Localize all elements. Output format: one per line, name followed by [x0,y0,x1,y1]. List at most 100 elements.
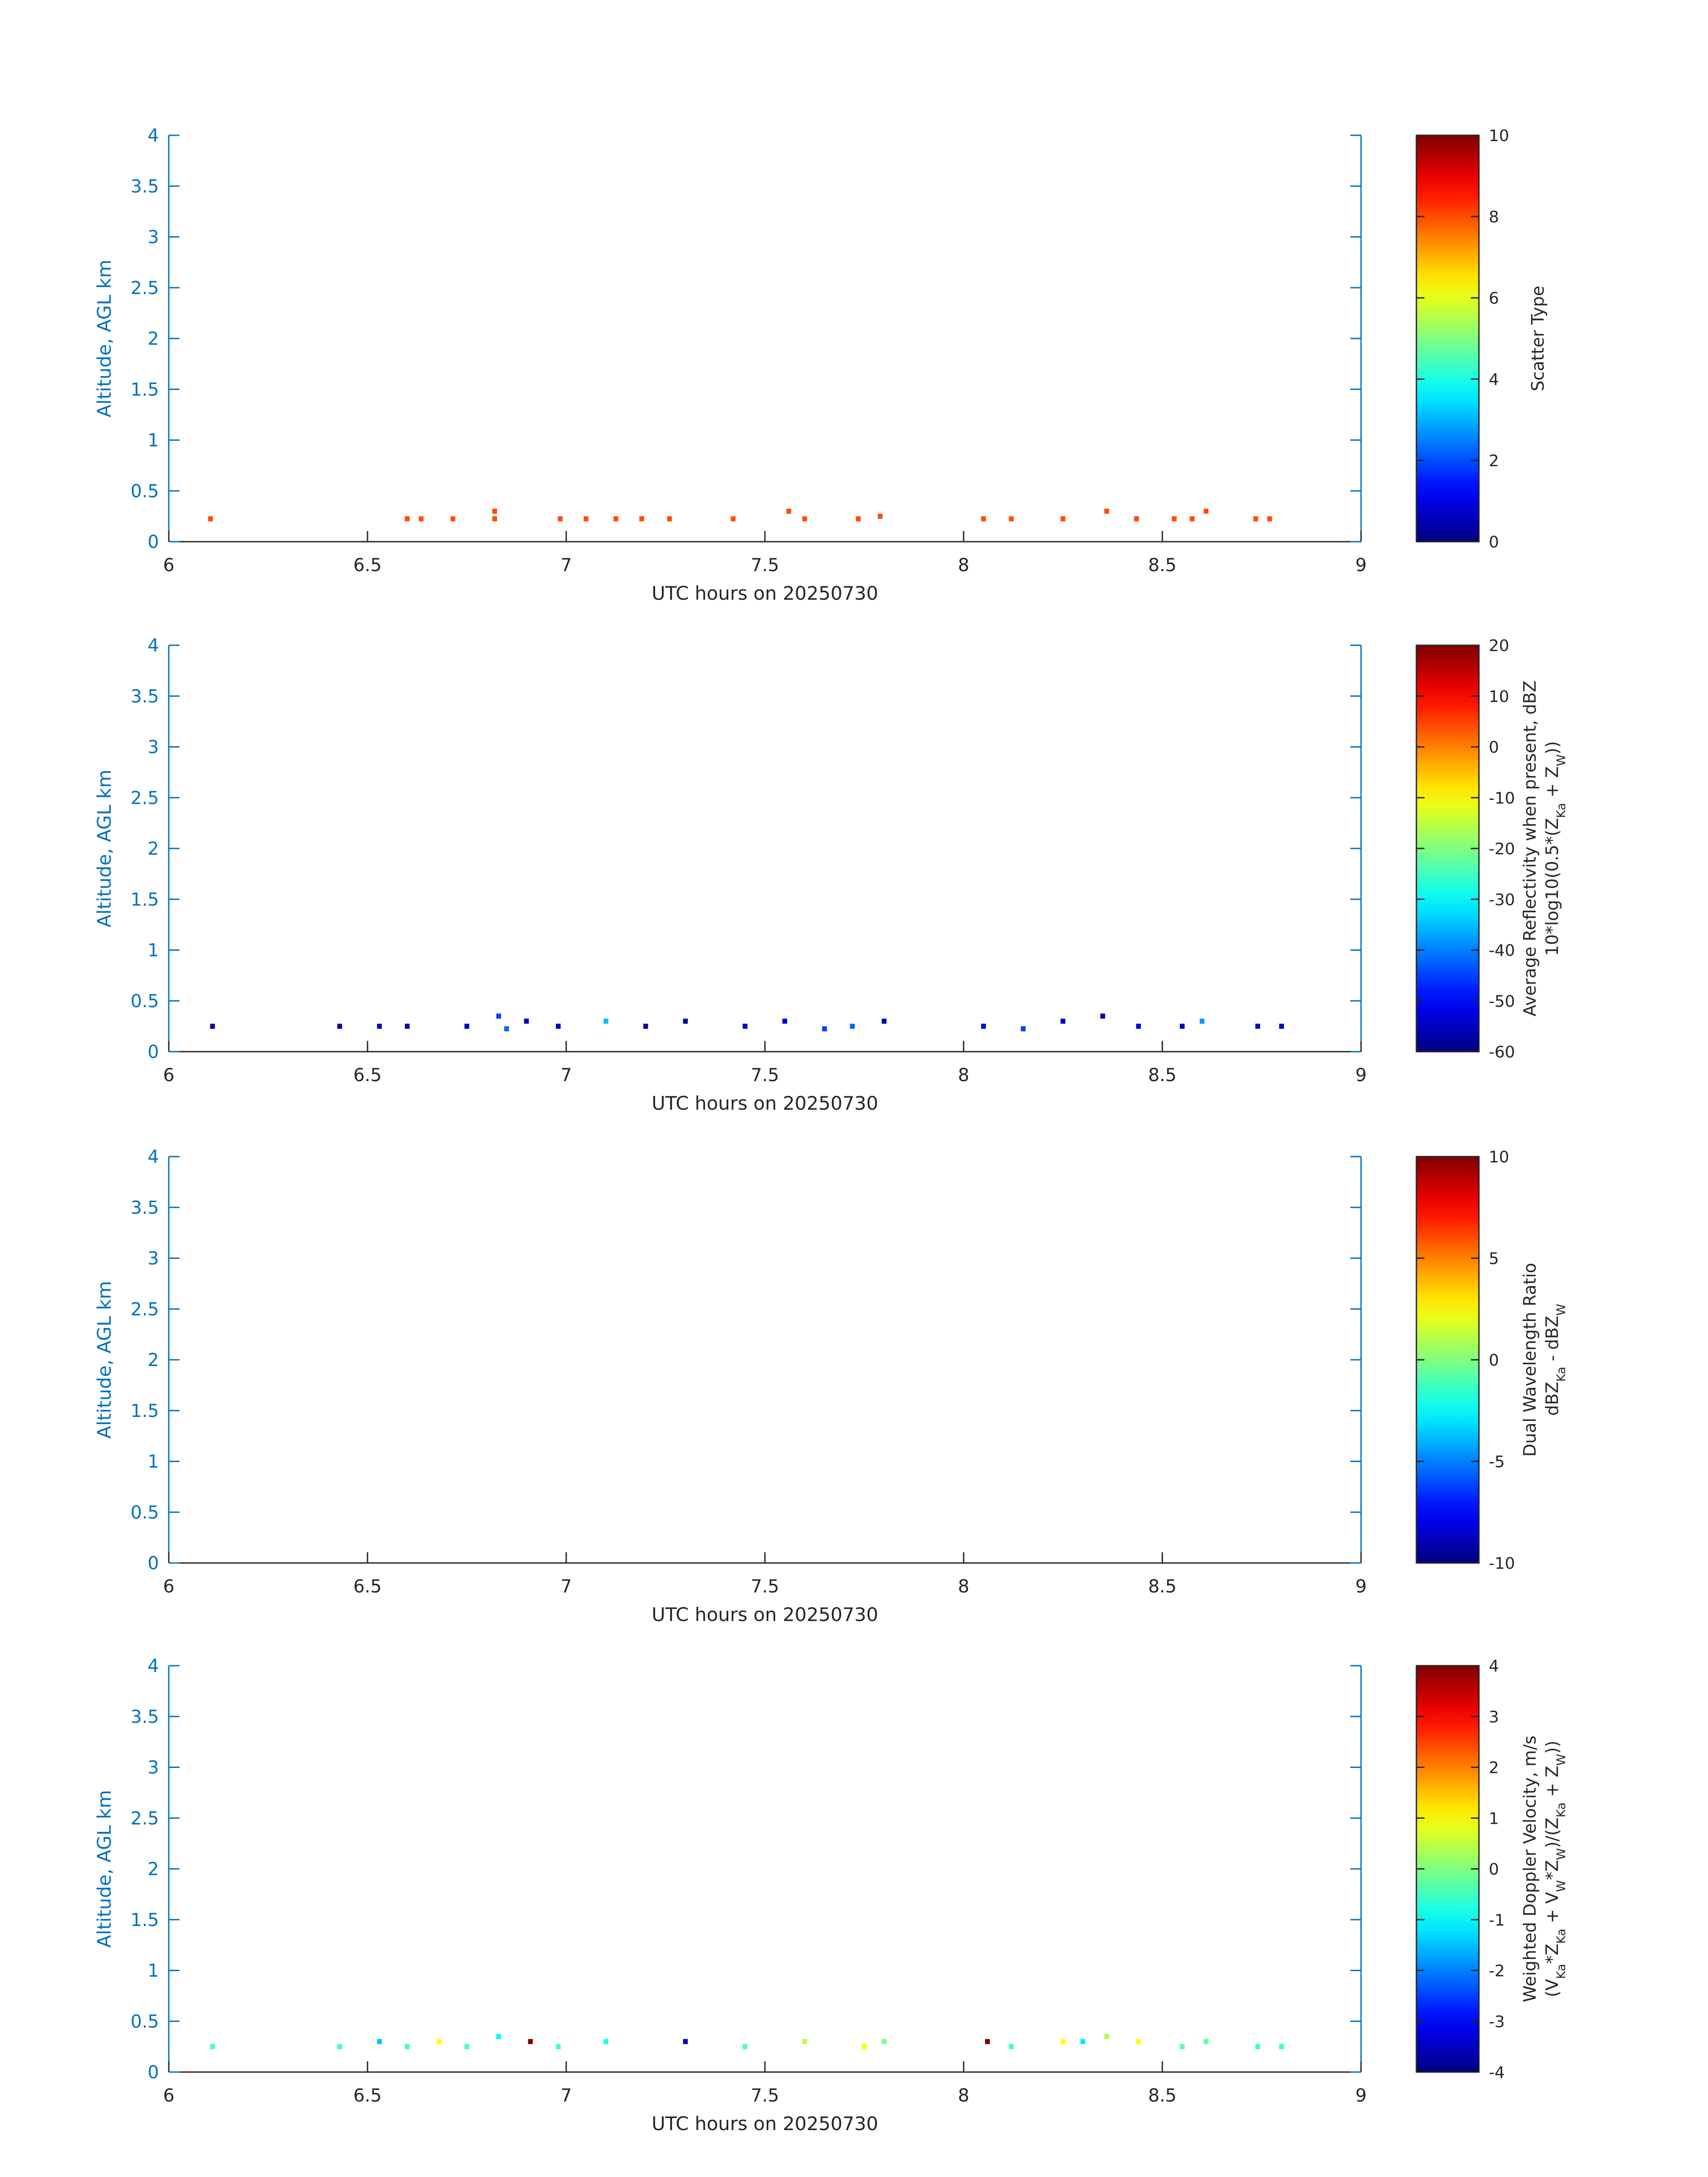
data-cell-6 [492,509,497,514]
x-tick-label: 8 [958,2085,969,2106]
data-cell-5 [492,516,497,522]
data-cell-3 [418,516,424,522]
data-cell-10 [603,1019,609,1024]
panel-4: 0 0.5 1 1.5 2 2.5 3 3.5 4 6 6.5 7 7.5 8 8.5 9 UTC hours … [93,1656,1568,2135]
data-cell-17 [881,1019,887,1024]
data-cell-24 [1255,2044,1260,2049]
colorbar-gradient [1416,134,1480,543]
data-cells [210,1013,1284,1032]
data-cell-15 [856,516,861,522]
y-tick-label: 3 [148,737,159,758]
y-tick-label: 3 [148,1758,159,1778]
data-cell-20 [1104,2034,1109,2039]
x-tick-label: 6 [163,1576,174,1597]
y-tick-label: 1.5 [130,1401,159,1421]
colorbar-tick-label: 4 [1489,1657,1499,1676]
colorbar: 0 2 4 6 8 10 Scatter Type [1416,127,1548,552]
colorbar-label-line: Average Reflectivity when present, dBZ [1520,681,1540,1016]
data-cell-15 [822,1026,827,1032]
y-tick-label: 1 [148,1961,159,1981]
colorbar-tick-label: 1 [1489,1809,1499,1828]
colorbar-tick-label: 2 [1489,1759,1499,1777]
data-cell-20 [1104,509,1109,514]
y-tick-label: 1.5 [130,890,159,910]
data-cell-11 [643,1024,648,1029]
x-tick-label: 8 [958,555,969,576]
colorbar-tick-label: 20 [1489,637,1509,655]
data-cell-5 [464,1024,469,1029]
data-cell-25 [1255,1024,1260,1029]
data-cell-23 [1190,516,1195,522]
colorbar-tick-label: 0 [1489,1351,1499,1370]
y-axis-label: Altitude, AGL km [93,259,115,417]
y-tick-label: 2.5 [130,1808,159,1829]
colorbar-tick-label: 0 [1489,1860,1499,1879]
data-cell-23 [1180,1024,1185,1029]
colorbar: -4 -3 -2 -1 0 1 2 3 4 Weighted Doppler Velocity, … [1416,1657,1568,2082]
colorbar-tick-label: 5 [1489,1250,1499,1268]
data-cell-1 [210,1024,215,1029]
data-cell-13 [802,2039,807,2044]
y-tick-label: 4 [148,1147,159,1167]
y-tick-label: 2 [148,839,159,859]
colorbar-label-line: Weighted Doppler Velocity, m/s [1520,1735,1540,2002]
data-cell-11 [667,516,672,522]
data-cell-25 [1279,2044,1284,2049]
colorbar: -10 -5 0 5 10 Dual Wavelength Ratio dBZKa - dB… [1416,1148,1568,1573]
x-tick-label: 7.5 [751,555,779,576]
colorbar-tick-label: 3 [1489,1708,1499,1726]
y-tick-label: 1 [148,940,159,961]
data-cell-17 [1009,2044,1014,2049]
x-axis-label: UTC hours on 20250730 [651,1092,878,1114]
y-tick-label: 0 [148,1553,159,1574]
colorbar-gradient [1416,1665,1480,2073]
data-cell-24 [1199,1019,1205,1024]
x-tick-label: 7.5 [751,1576,779,1597]
data-cell-2 [337,2044,342,2049]
x-tick-label: 8.5 [1148,2085,1177,2106]
x-axis-label: UTC hours on 20250730 [651,2113,878,2135]
x-tick-label: 9 [1355,1065,1366,1086]
data-cell-1 [208,516,213,522]
x-tick-label: 6.5 [353,555,382,576]
data-cell-22 [1172,516,1177,522]
y-tick-label: 0.5 [130,481,159,501]
data-cell-4 [451,516,455,522]
x-tick-label: 7 [560,2085,572,2106]
y-tick-label: 0 [148,532,159,552]
x-tick-label: 8.5 [1148,1065,1177,1086]
colorbar-tick-label: -2 [1489,1962,1505,1981]
data-cell-19 [1080,2039,1086,2044]
y-tick-label: 0.5 [130,991,159,1011]
data-cell-14 [782,1019,787,1024]
y-tick-label: 0 [148,1042,159,1062]
colorbar-tick-label: 10 [1489,1148,1509,1166]
data-cell-22 [1180,2044,1185,2049]
data-cell-16 [877,514,883,519]
data-cell-8 [584,516,589,522]
data-cell-7 [504,1026,509,1032]
data-cell-7 [496,2034,501,2039]
data-cell-16 [850,1024,855,1029]
data-cell-4 [405,2044,410,2049]
data-cell-2 [405,516,410,522]
colorbar-tick-label: 6 [1489,289,1499,308]
data-cell-3 [377,2039,382,2044]
data-cell-6 [464,2044,469,2049]
data-cell-22 [1136,1024,1141,1029]
panel-3: 0 0.5 1 1.5 2 2.5 3 3.5 4 6 6.5 7 7.5 8 8.5 9 UTC hours … [93,1147,1568,1625]
x-tick-label: 6 [163,2085,174,2106]
x-tick-label: 7 [560,1065,572,1086]
data-cell-3 [377,1024,382,1029]
colorbar-label-line: Scatter Type [1528,286,1548,391]
y-tick-label: 3.5 [130,1198,159,1218]
data-cell-1 [210,2044,215,2049]
colorbar-tick-label: -50 [1489,992,1515,1011]
colorbar-tick-label: 2 [1489,452,1499,470]
data-cell-26 [1279,1024,1284,1029]
colorbar-gradient [1416,1156,1480,1564]
data-cell-16 [985,2039,990,2044]
x-axis-label: UTC hours on 20250730 [651,1604,878,1625]
colorbar-label: Dual Wavelength Ratio dBZKa - dBZW [1520,1263,1568,1457]
